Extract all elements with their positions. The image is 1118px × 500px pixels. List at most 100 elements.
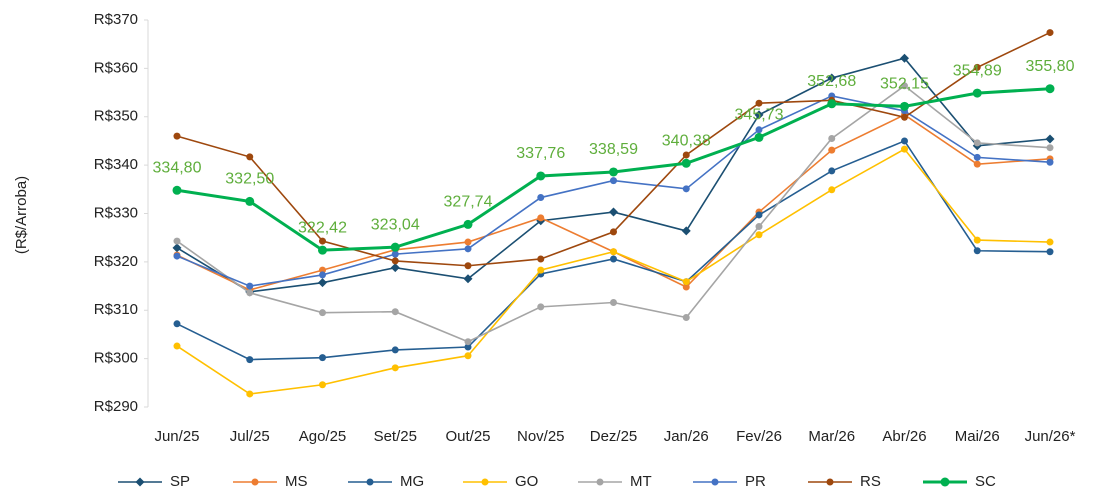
data-label: 332,50: [225, 171, 274, 188]
marker: [1045, 84, 1055, 94]
data-label: 354,89: [953, 62, 1002, 79]
marker: [610, 177, 617, 185]
y-tick-label: R$290: [94, 398, 138, 415]
data-label: 334,80: [153, 159, 202, 176]
marker: [366, 478, 374, 486]
marker: [828, 135, 836, 143]
data-label: 322,42: [298, 219, 347, 236]
marker: [390, 242, 400, 252]
marker: [973, 139, 981, 147]
marker: [537, 214, 545, 222]
marker: [755, 231, 763, 239]
legend-label: RS: [860, 473, 881, 490]
x-tick-label: Ago/25: [299, 428, 347, 445]
marker: [711, 478, 719, 486]
marker: [901, 145, 908, 153]
marker: [682, 278, 690, 286]
marker: [826, 478, 834, 486]
marker: [610, 255, 617, 263]
marker: [246, 153, 254, 161]
marker: [537, 194, 545, 202]
data-label: 340,38: [662, 133, 711, 150]
marker: [1046, 144, 1054, 152]
marker: [318, 245, 327, 255]
x-tick-label: Jun/26*: [1025, 428, 1076, 445]
marker: [972, 88, 982, 98]
data-label: 327,74: [444, 194, 493, 211]
marker: [464, 343, 472, 351]
marker: [464, 338, 472, 346]
marker: [246, 289, 254, 297]
y-tick-label: R$300: [94, 350, 138, 367]
marker: [464, 352, 472, 360]
y-tick-label: R$340: [94, 156, 138, 173]
marker: [755, 223, 763, 231]
marker: [172, 185, 182, 195]
marker: [901, 82, 908, 90]
marker: [973, 247, 981, 255]
marker: [464, 238, 472, 246]
marker: [173, 320, 181, 328]
x-tick-label: Set/25: [374, 428, 417, 445]
marker: [610, 248, 617, 256]
data-label: 355,80: [1026, 58, 1075, 75]
marker: [245, 196, 255, 206]
marker: [973, 160, 981, 168]
y-tick-label: R$360: [94, 59, 138, 76]
y-tick-label: R$310: [94, 301, 138, 318]
marker: [537, 303, 545, 311]
marker: [246, 282, 254, 290]
marker: [827, 73, 837, 83]
marker: [390, 263, 400, 273]
data-label: 338,59: [589, 141, 638, 158]
marker: [319, 381, 326, 389]
marker: [900, 53, 909, 63]
legend-label: SC: [975, 473, 996, 490]
marker: [172, 243, 182, 253]
marker: [537, 255, 545, 263]
y-tick-label: R$370: [94, 11, 138, 28]
marker: [464, 262, 472, 270]
marker: [1046, 238, 1054, 246]
x-tick-label: Fev/26: [736, 428, 782, 445]
marker: [828, 146, 836, 154]
marker: [682, 314, 690, 322]
marker: [682, 151, 690, 159]
marker: [755, 126, 763, 134]
marker: [610, 299, 617, 307]
marker: [463, 274, 473, 284]
legend-label: PR: [745, 473, 766, 490]
x-tick-label: Abr/26: [882, 428, 926, 445]
legend-label: MS: [285, 473, 308, 490]
data-label: 352,68: [807, 73, 856, 90]
y-axis-label: (R$/Arroba): [13, 176, 30, 254]
marker: [319, 266, 326, 274]
marker: [754, 110, 764, 120]
marker: [464, 245, 472, 253]
marker: [755, 99, 763, 107]
x-tick-label: Jan/26: [664, 428, 709, 445]
marker: [681, 158, 691, 168]
marker: [391, 257, 399, 265]
y-tick-label: R$350: [94, 108, 138, 125]
data-label: 337,76: [516, 145, 565, 162]
marker: [391, 346, 399, 354]
marker: [246, 390, 254, 398]
marker: [596, 478, 604, 486]
marker: [1046, 158, 1054, 166]
marker: [755, 211, 763, 219]
marker: [754, 132, 764, 142]
marker: [1045, 134, 1055, 144]
x-tick-label: Jun/25: [154, 428, 199, 445]
y-tick-label: R$320: [94, 253, 138, 270]
marker: [901, 137, 908, 145]
legend-label: GO: [515, 473, 538, 490]
x-tick-label: Mar/26: [808, 428, 855, 445]
marker: [1046, 29, 1054, 37]
marker: [319, 237, 326, 245]
marker: [828, 186, 836, 194]
marker: [610, 228, 617, 236]
marker: [682, 283, 690, 291]
marker: [319, 271, 326, 279]
x-tick-label: Nov/25: [517, 428, 565, 445]
